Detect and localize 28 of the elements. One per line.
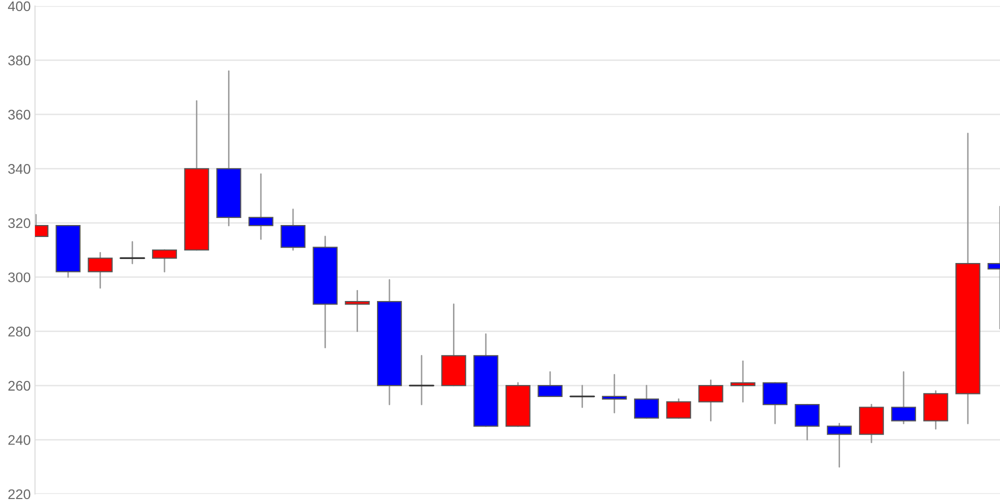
candlestick — [730, 360, 756, 403]
candlestick — [248, 173, 274, 240]
y-tick-label: 240 — [8, 435, 30, 445]
candlestick — [152, 249, 177, 272]
candlestick — [762, 382, 788, 424]
candlestick — [538, 371, 563, 398]
candlestick — [891, 371, 916, 424]
candlestick — [120, 241, 146, 264]
candlestick — [570, 384, 595, 408]
y-tick-label: 280 — [8, 326, 30, 337]
candlestick — [280, 208, 306, 251]
candlestick — [794, 404, 820, 440]
candlestick — [602, 374, 627, 414]
y-tick-label: 260 — [8, 380, 30, 391]
candlestick — [634, 384, 659, 419]
candlestick — [88, 252, 113, 289]
y-tick-label: 360 — [8, 110, 30, 120]
y-tick-label: 220 — [8, 489, 30, 500]
candlestick — [826, 422, 852, 468]
y-tick-label: 340 — [8, 164, 30, 174]
candlestick — [698, 379, 724, 422]
y-tick-label: 300 — [8, 272, 30, 282]
candlestick — [666, 398, 692, 419]
candlestick — [344, 290, 370, 332]
y-tick-label: 380 — [8, 56, 30, 66]
candlestick — [408, 355, 434, 406]
y-tick-label: 320 — [8, 218, 30, 228]
y-tick-label: 400 — [8, 1, 30, 12]
